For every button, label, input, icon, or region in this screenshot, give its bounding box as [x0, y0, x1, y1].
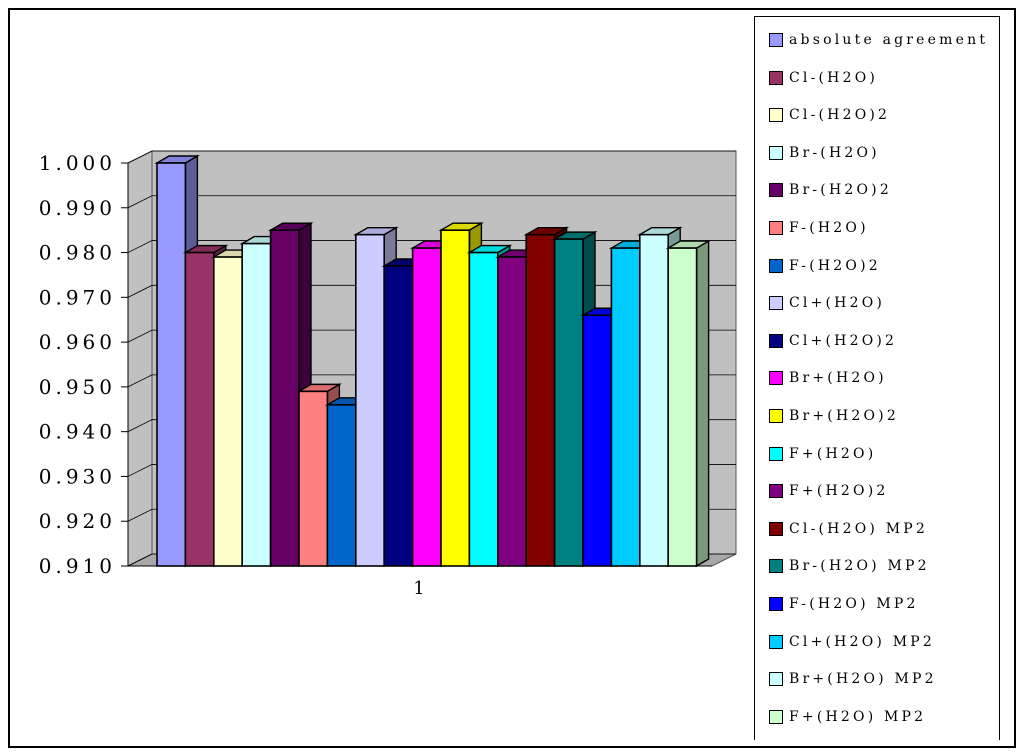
legend-label: Cl-(H2O) MP2: [789, 520, 928, 537]
legend-swatch: [769, 672, 783, 687]
legend-label: F-(H2O)2: [789, 257, 881, 274]
y-tick-label: 0.950: [39, 375, 116, 399]
legend-label: F-(H2O): [789, 220, 869, 236]
y-tick-label: 1.000: [39, 151, 116, 175]
legend-item: F+(H2O)2: [769, 481, 888, 501]
legend-label: Br+(H2O) MP2: [789, 671, 937, 688]
legend-label: F-(H2O) MP2: [789, 596, 919, 612]
legend-item: Br-(H2O) MP2: [769, 556, 930, 576]
legend-label: Cl+(H2O)2: [789, 332, 898, 349]
legend-label: Cl-(H2O): [789, 69, 879, 86]
y-tick-label: 0.990: [39, 196, 116, 220]
legend-item: Br+(H2O) MP2: [769, 669, 937, 689]
bar: [552, 230, 598, 568]
bar-front: [184, 251, 215, 567]
legend-swatch: [769, 409, 783, 423]
legend-item: F-(H2O)2: [769, 256, 881, 276]
y-tick-label: 0.970: [39, 285, 116, 309]
legend-label: Cl-(H2O)2: [789, 107, 891, 124]
side-wall: [127, 150, 153, 567]
legend-swatch: [769, 446, 783, 461]
bar-front: [298, 390, 329, 567]
bar-front: [582, 314, 613, 567]
bar-front: [440, 229, 471, 567]
bar-front: [667, 247, 698, 567]
legend-item: F-(H2O) MP2: [769, 594, 919, 614]
legend-swatch: [769, 597, 783, 611]
legend-swatch: [769, 333, 783, 348]
legend-swatch: [769, 258, 783, 273]
legend-swatch: [769, 634, 783, 649]
legend: absolute agreement Cl-(H2O) Cl-(H2O)2 Br-(H…: [754, 16, 1000, 740]
bar-front: [610, 247, 641, 567]
legend-swatch: [769, 296, 783, 311]
y-tick-label: 0.960: [39, 330, 116, 354]
y-tick-label: 0.910: [39, 554, 116, 578]
legend-swatch: [769, 484, 783, 499]
legend-item: Cl+(H2O): [769, 293, 885, 313]
legend-label: Br-(H2O)2: [789, 182, 892, 199]
bar-front: [354, 233, 385, 567]
legend-item: Cl+(H2O) MP2: [769, 632, 935, 652]
legend-item: F+(H2O): [769, 444, 876, 464]
legend-item: Br-(H2O)2: [769, 180, 892, 200]
bar-side: [695, 239, 710, 568]
y-tick-label: 0.930: [39, 464, 116, 488]
legend-swatch: [769, 33, 783, 47]
legend-label: Cl+(H2O): [789, 295, 886, 312]
legend-swatch: [769, 221, 783, 235]
x-axis: 1: [413, 578, 424, 599]
legend-label: absolute agreement: [789, 32, 989, 48]
legend-swatch: [769, 371, 783, 386]
gridline: [127, 150, 736, 164]
legend-swatch: [769, 183, 783, 198]
bar-front: [383, 265, 414, 567]
legend-label: Br-(H2O): [789, 144, 880, 161]
legend-swatch: [769, 709, 783, 724]
legend-label: Br+(H2O): [789, 370, 887, 387]
legend-item: F-(H2O): [769, 218, 869, 238]
legend-swatch: [769, 70, 783, 85]
legend-item: Cl-(H2O): [769, 68, 878, 88]
bar-front: [525, 233, 556, 567]
bar-front: [411, 247, 442, 567]
legend-swatch: [769, 559, 783, 574]
y-axis: 0.910 0.920 0.930 0.940 0.950 0.960 0.970 0.980…: [39, 151, 712, 578]
bar: [665, 239, 712, 568]
y-tick-label: 0.920: [39, 509, 116, 533]
legend-item: F+(H2O) MP2: [769, 707, 926, 727]
bar-front: [553, 238, 584, 567]
legend-label: Br+(H2O)2: [789, 408, 899, 424]
bar-front: [241, 242, 272, 567]
bar-front: [269, 229, 300, 567]
bar-front: [213, 256, 244, 567]
legend-swatch: [769, 108, 783, 123]
bar-front: [468, 251, 499, 567]
y-tick-label: 0.980: [39, 241, 116, 265]
bar-front: [638, 233, 669, 567]
legend-swatch: [769, 521, 783, 536]
legend-label: F+(H2O) MP2: [789, 708, 927, 725]
bars: [154, 154, 712, 568]
bar-front: [156, 162, 187, 567]
bar-front: [326, 403, 357, 567]
legend-item: Br+(H2O)2: [769, 406, 899, 426]
legend-label: F+(H2O)2: [789, 483, 889, 500]
legend-item: Cl+(H2O)2: [769, 331, 897, 351]
legend-item: absolute agreement: [769, 30, 988, 50]
gridline: [127, 195, 736, 209]
legend-label: Br-(H2O) MP2: [789, 558, 930, 575]
legend-item: Br+(H2O): [769, 368, 887, 388]
legend-item: Br-(H2O): [769, 143, 880, 163]
legend-label: F+(H2O): [789, 445, 877, 462]
legend-swatch: [769, 145, 783, 160]
legend-label: Cl+(H2O) MP2: [789, 633, 935, 650]
legend-item: Cl-(H2O) MP2: [769, 519, 928, 539]
x-tick-label: 1: [413, 578, 424, 599]
y-tick-label: 0.940: [39, 420, 116, 444]
bar-front: [496, 256, 527, 567]
legend-item: Cl-(H2O)2: [769, 105, 890, 125]
